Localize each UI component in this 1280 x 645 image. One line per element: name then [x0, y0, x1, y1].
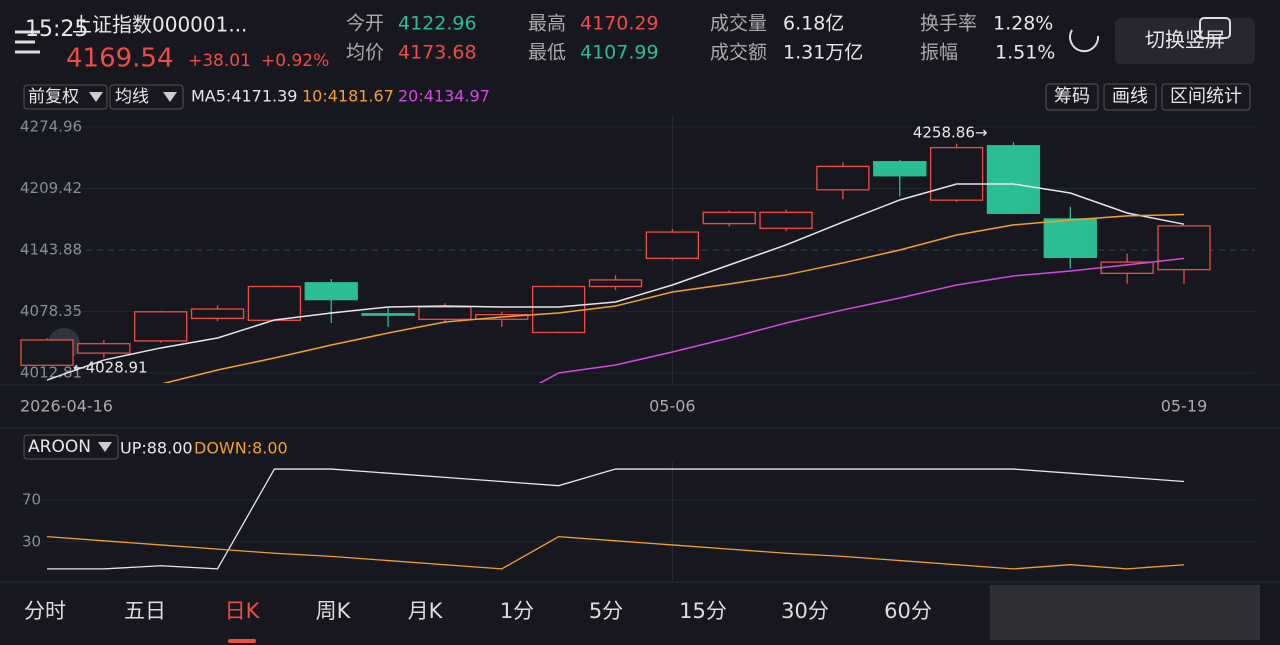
candle-body: [20, 339, 74, 366]
stock-name: 上证指数000001...: [72, 13, 247, 37]
change: +38.01: [188, 51, 251, 71]
stat-label: 均价: [346, 42, 384, 64]
candle-body: [190, 308, 245, 320]
x-tick-label: 2026-04-16: [20, 397, 113, 416]
tool-button[interactable]: [1045, 83, 1099, 111]
tool-button-label[interactable]: 区间统计: [1170, 86, 1242, 107]
aroon-line: [47, 468, 1185, 570]
y-tick-label: 4143.88: [20, 241, 82, 259]
tab[interactable]: 月K: [408, 599, 444, 623]
indicator-label[interactable]: 均线: [115, 87, 149, 107]
x-tick-label: 05-06: [649, 397, 696, 416]
tool-button-label[interactable]: 画线: [1112, 86, 1148, 107]
change-pct: +0.92%: [261, 51, 329, 71]
price: 4169.54: [66, 44, 174, 74]
candle-body: [929, 146, 984, 201]
candle-body: [816, 165, 870, 191]
aroon-line: [46, 535, 1185, 570]
stat-value: 1.28%: [993, 13, 1053, 35]
candle-body: [645, 231, 699, 259]
tab[interactable]: 5分: [589, 599, 623, 623]
indicator-select[interactable]: [109, 84, 184, 110]
candle-body: [361, 313, 415, 316]
candle-body: [986, 145, 1041, 214]
ma-line: [162, 213, 1185, 383]
dropdown-arrow: [98, 442, 112, 452]
candle-body: [77, 343, 131, 354]
stat-value: 1.31万亿: [783, 42, 863, 64]
kline-plot: [20, 115, 1211, 383]
aroon-label[interactable]: AROON: [28, 437, 91, 457]
tool-button[interactable]: [1161, 83, 1251, 111]
candle-body: [588, 279, 643, 288]
y-tick-label: 4274.96: [20, 118, 82, 136]
tool-button-label[interactable]: 筹码: [1054, 86, 1090, 107]
tab[interactable]: 周K: [316, 599, 352, 623]
aroon-down: DOWN:8.00: [194, 439, 288, 458]
tab[interactable]: 五日: [124, 599, 166, 623]
stat-value: 1.51%: [995, 42, 1055, 64]
stat-value: 4170.29: [580, 13, 659, 35]
tab[interactable]: 日K: [225, 599, 261, 623]
candle-body: [1043, 218, 1097, 259]
candle-body: [702, 211, 756, 225]
ma-label: 10:4181.67: [302, 87, 394, 106]
toggle-button[interactable]: [1115, 18, 1255, 64]
stat-value: 6.18亿: [783, 13, 844, 35]
tab-indicator: [228, 639, 256, 643]
stat-label: 成交量: [710, 13, 767, 35]
menu-icon[interactable]: [15, 30, 40, 54]
ma-line: [538, 257, 1185, 383]
aroon-up: UP:88.00: [120, 439, 193, 458]
candle-body: [134, 311, 188, 342]
candle-body: [873, 161, 927, 177]
candle-body: [1157, 225, 1211, 271]
tab[interactable]: 60分: [884, 599, 932, 623]
stat-label: 今开: [346, 13, 384, 35]
blurred-region: [990, 585, 1260, 640]
candle-body: [532, 285, 586, 334]
y-tick-label: 30: [22, 532, 41, 550]
adjust-select[interactable]: [23, 84, 108, 110]
tab[interactable]: 30分: [781, 599, 829, 623]
ma-line: [46, 183, 1185, 381]
stat-value: 4122.96: [398, 13, 477, 35]
status-icons: [1069, 17, 1231, 53]
y-tick-label: 4078.35: [20, 302, 82, 320]
tab[interactable]: 分时: [24, 599, 66, 623]
candle-body: [1100, 261, 1154, 275]
tab[interactable]: 15分: [679, 599, 727, 623]
tab[interactable]: 1分: [500, 599, 534, 623]
y-tick-label: 70: [22, 491, 41, 509]
stat-value: 4107.99: [580, 42, 659, 64]
dropdown-arrow: [89, 92, 103, 102]
candle-body: [304, 282, 358, 301]
stat-label: 最高: [528, 13, 566, 35]
stat-label: 换手率: [920, 13, 977, 35]
adjust-label[interactable]: 前复权: [28, 87, 79, 107]
stat-value: 4173.68: [398, 42, 477, 64]
aroon-select[interactable]: [23, 434, 119, 460]
stat-label: 最低: [528, 42, 566, 64]
x-tick-label: 05-19: [1161, 397, 1208, 416]
status-time: 15:25: [25, 17, 88, 42]
tool-button[interactable]: [1103, 83, 1157, 111]
low-annotation: ←4028.91: [73, 359, 148, 377]
stat-label: 成交额: [710, 42, 767, 64]
y-tick-label: 4012.81: [20, 363, 82, 381]
candle-body: [759, 211, 813, 229]
high-annotation: 4258.86→: [913, 124, 988, 142]
stat-label: 振幅: [920, 42, 958, 64]
ma-label: 20:4134.97: [398, 87, 490, 106]
ma-label: MA5:4171.39: [191, 87, 297, 106]
dropdown-arrow: [163, 92, 177, 102]
y-tick-label: 4209.42: [20, 179, 82, 197]
toggle-label[interactable]: 切换竖屏: [1145, 28, 1225, 52]
candle-body: [418, 306, 472, 320]
candle-body: [247, 285, 302, 321]
